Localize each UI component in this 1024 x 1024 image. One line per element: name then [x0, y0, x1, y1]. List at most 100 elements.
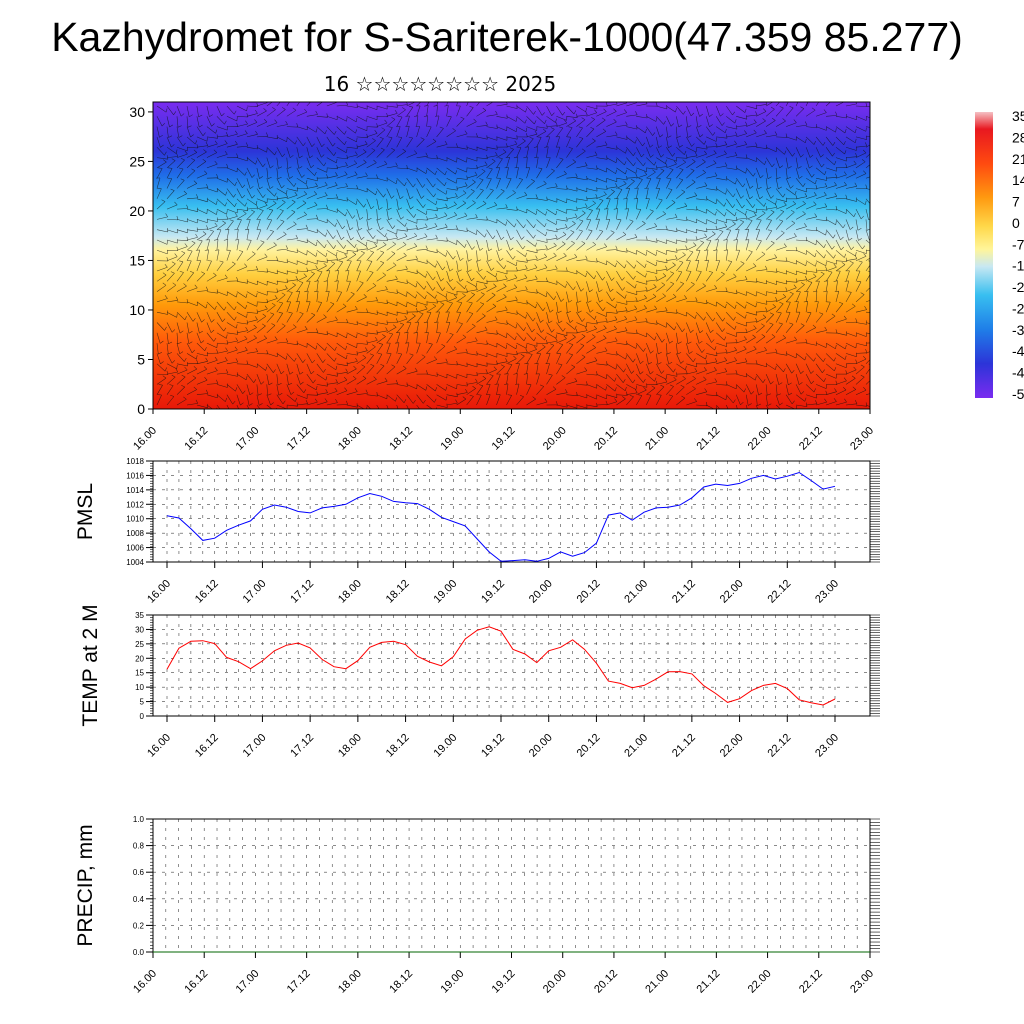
wind-barb [646, 187, 649, 199]
wind-barb [356, 229, 362, 240]
wind-barb-flag [813, 140, 816, 145]
wind-barb-flag [181, 374, 186, 378]
wind-barb-flag [482, 200, 487, 204]
wind-barb [376, 301, 388, 304]
wind-barb-flag [404, 222, 407, 227]
wind-barb [316, 265, 327, 272]
wind-barb [826, 266, 837, 272]
wind-barb [376, 330, 388, 334]
wind-barb-flag [507, 394, 512, 396]
wind-barb-flag [716, 351, 718, 356]
wind-barb-flag [634, 233, 638, 238]
wind-barb [356, 175, 368, 179]
wind-barb-flag [169, 124, 174, 128]
wind-barb-flag [714, 346, 717, 351]
wind-barb-flag [860, 215, 865, 220]
wind-barb [596, 194, 607, 200]
wind-barb [166, 343, 169, 355]
wind-barb [546, 105, 552, 116]
wind-barb [716, 226, 727, 230]
wind-barb [456, 260, 459, 272]
wind-barb [496, 353, 508, 357]
wind-barb [476, 287, 487, 292]
wind-barb-flag [861, 159, 866, 163]
wind-barb-flag [219, 260, 224, 263]
wind-barb [296, 136, 304, 147]
wind-barb [416, 188, 422, 199]
wind-barb-flag [326, 174, 329, 178]
wind-barb-flag [813, 290, 817, 293]
wind-barb [486, 286, 497, 292]
wind-barb [266, 109, 276, 117]
wind-barb-flag [723, 239, 728, 241]
wind-barb [835, 260, 848, 262]
wind-barb [716, 332, 725, 341]
wind-barb [686, 371, 698, 375]
wind-barb [406, 137, 413, 148]
wind-barb [616, 234, 627, 241]
wind-barb [276, 188, 287, 195]
wind-barb [446, 363, 458, 366]
wind-barb [196, 151, 207, 158]
wind-barb [346, 260, 352, 272]
wind-barb-flag [724, 336, 727, 341]
wind-barb-flag [356, 144, 358, 149]
wind-barb [586, 360, 598, 365]
wind-barb [795, 384, 802, 395]
wind-barb-flag [366, 340, 368, 345]
wind-barb-flag [294, 191, 298, 196]
wind-barb [496, 366, 505, 375]
wind-barb [715, 105, 721, 117]
wind-barb [156, 105, 167, 113]
wind-barb-flag [805, 338, 808, 343]
wind-barb [626, 114, 638, 117]
wind-barb [236, 178, 243, 188]
wind-barb [326, 402, 338, 406]
wind-barb [835, 166, 848, 169]
wind-barb [785, 293, 794, 303]
wind-barb-flag [315, 110, 318, 115]
wind-barb [806, 270, 818, 273]
wind-barb [845, 403, 858, 406]
wind-barb [506, 219, 515, 228]
wind-barb [576, 212, 586, 220]
wind-barb-flag [775, 365, 777, 370]
wind-barb [835, 219, 844, 229]
wind-barb [376, 353, 383, 364]
wind-barb [286, 147, 291, 158]
wind-barb [735, 404, 738, 409]
wind-barb [746, 145, 758, 148]
wind-barb-flag [623, 180, 627, 184]
wind-barb [446, 270, 450, 282]
wind-barb-flag [259, 176, 263, 179]
wind-barb [406, 315, 416, 323]
wind-barb [765, 230, 773, 241]
wind-barb [256, 241, 265, 251]
wind-barb-flag [164, 367, 167, 372]
wind-barb [775, 211, 785, 220]
wind-barb-flag [556, 227, 558, 232]
wind-barb-flag [324, 192, 328, 196]
wind-barb [696, 285, 706, 292]
wind-barb-flag [534, 120, 537, 125]
wind-barb-flag [204, 170, 208, 174]
wind-barb [256, 146, 267, 153]
wind-barb [845, 270, 850, 282]
wind-barb [406, 188, 411, 200]
wind-barb [496, 151, 507, 158]
wind-barb [626, 102, 637, 107]
wind-barb-flag [245, 142, 249, 147]
wind-barb-flag [465, 388, 468, 393]
wind-barb-flag [669, 384, 674, 387]
wind-barb-flag [350, 237, 354, 241]
wind-barb [336, 261, 344, 272]
wind-barb [366, 150, 376, 158]
wind-barb-flag [255, 109, 258, 114]
wind-barb [705, 240, 712, 251]
wind-barb-flag [166, 155, 169, 160]
wind-barb [576, 105, 586, 113]
wind-barb-flag [395, 162, 398, 167]
wind-barb [346, 105, 358, 108]
wind-barb-flag [770, 381, 774, 385]
wind-barb-flag [745, 328, 748, 333]
